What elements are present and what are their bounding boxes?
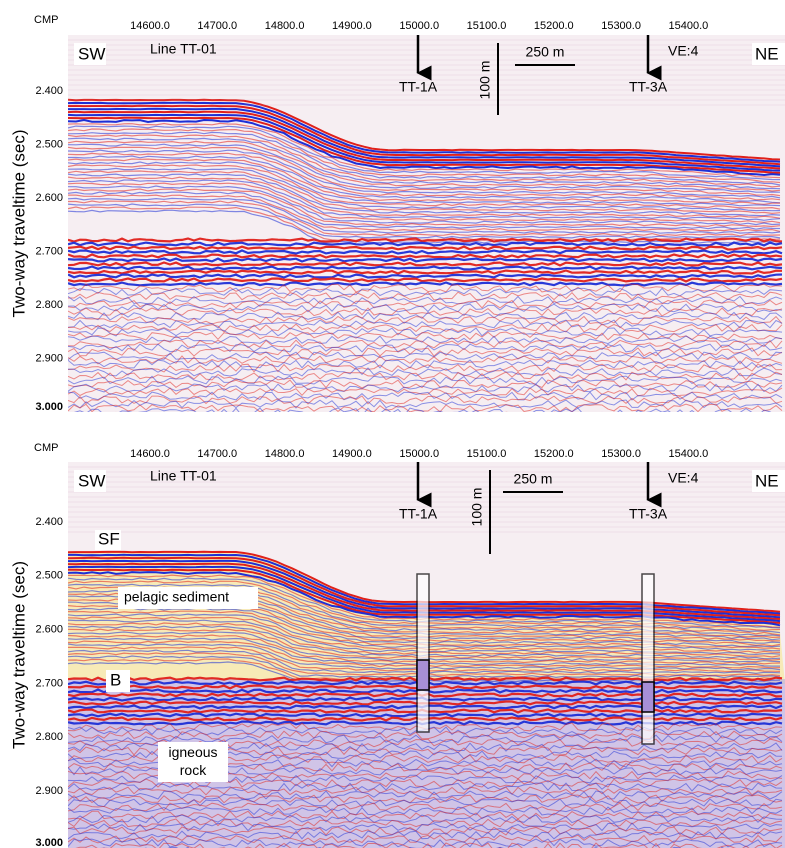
y-tick-label: 2.400: [35, 85, 63, 97]
y-tick-label: 2.800: [35, 299, 63, 311]
y-tick-label: 2.700: [35, 677, 63, 689]
well-label: TT-1A: [399, 79, 438, 95]
cmp-label: CMP: [34, 14, 58, 26]
seismic-section: [68, 35, 785, 440]
x-tick-label: 15000.0: [399, 20, 439, 32]
scale-horizontal-label: 250 m: [526, 44, 565, 60]
core-column: [417, 574, 429, 732]
scale-horizontal-label: 250 m: [514, 471, 553, 487]
scale-vertical-label: 100 m: [469, 488, 485, 527]
line-label: Line TT-01: [150, 468, 217, 484]
unit-label: SF: [98, 529, 120, 548]
x-tick-label: 15200.0: [534, 448, 574, 460]
core-igneous: [642, 682, 654, 712]
y-axis-label: Two-way traveltime (sec): [9, 561, 28, 749]
scale-vertical-label: 100 m: [477, 61, 493, 100]
x-tick-label: 14700.0: [197, 448, 237, 460]
ne-label: NE: [755, 471, 779, 490]
ve-label: VE:4: [668, 43, 699, 59]
x-tick-label: 15300.0: [601, 20, 641, 32]
panel: CMP 14600.0 14700.0 14800.0 14900.0 15000.0 15…: [9, 14, 785, 440]
well-label: TT-3A: [629, 79, 668, 95]
y-tick-label: 2.700: [35, 245, 63, 257]
x-tick-label: 15400.0: [669, 20, 709, 32]
y-tick-label: 2.400: [35, 516, 63, 528]
core-igneous: [417, 660, 429, 690]
reflector: [68, 432, 782, 440]
x-tick-label: 15400.0: [669, 448, 709, 460]
well-label: TT-3A: [629, 506, 668, 522]
x-tick-label: 15300.0: [601, 448, 641, 460]
x-tick-label: 14900.0: [332, 448, 372, 460]
y-tick-label: 2.800: [35, 731, 63, 743]
x-tick-label: 15000.0: [399, 448, 439, 460]
unit-label: B: [110, 670, 121, 689]
y-tick-label: 2.600: [35, 624, 63, 636]
unit-label: pelagic sediment: [124, 589, 229, 605]
y-tick-label: 2.500: [35, 570, 63, 582]
reflector: [68, 428, 782, 436]
y-tick-label: 3.000: [35, 401, 63, 413]
x-tick-label: 14600.0: [130, 448, 170, 460]
y-tick-label: 2.900: [35, 785, 63, 797]
x-tick-label: 15100.0: [467, 448, 507, 460]
y-tick-label: 2.500: [35, 138, 63, 150]
sw-label: SW: [78, 44, 105, 63]
reflector: [68, 412, 782, 420]
y-axis-label: Two-way traveltime (sec): [9, 130, 28, 318]
y-tick-label: 2.600: [35, 192, 63, 204]
cmp-label: CMP: [34, 442, 58, 454]
ne-label: NE: [755, 44, 779, 63]
x-tick-label: 15200.0: [534, 20, 574, 32]
panel: CMP 14600.0 14700.0 14800.0 14900.0 15000.0 15…: [9, 442, 785, 848]
x-tick-label: 14700.0: [197, 20, 237, 32]
y-tick-label: 2.900: [35, 352, 63, 364]
core-column: [642, 574, 654, 744]
reflector: [68, 424, 782, 432]
x-tick-label: 14600.0: [130, 20, 170, 32]
reflector: [68, 420, 782, 428]
ve-label: VE:4: [668, 470, 699, 486]
line-label: Line TT-01: [150, 41, 217, 57]
figure: CMP 14600.0 14700.0 14800.0 14900.0 15000.0 15…: [0, 0, 785, 848]
reflector: [68, 416, 782, 424]
sw-label: SW: [78, 471, 105, 490]
x-tick-label: 14800.0: [265, 20, 305, 32]
x-tick-label: 14800.0: [265, 448, 305, 460]
x-tick-label: 14900.0: [332, 20, 372, 32]
x-tick-label: 15100.0: [467, 20, 507, 32]
well-label: TT-1A: [399, 506, 438, 522]
y-tick-label: 3.000: [35, 837, 63, 848]
